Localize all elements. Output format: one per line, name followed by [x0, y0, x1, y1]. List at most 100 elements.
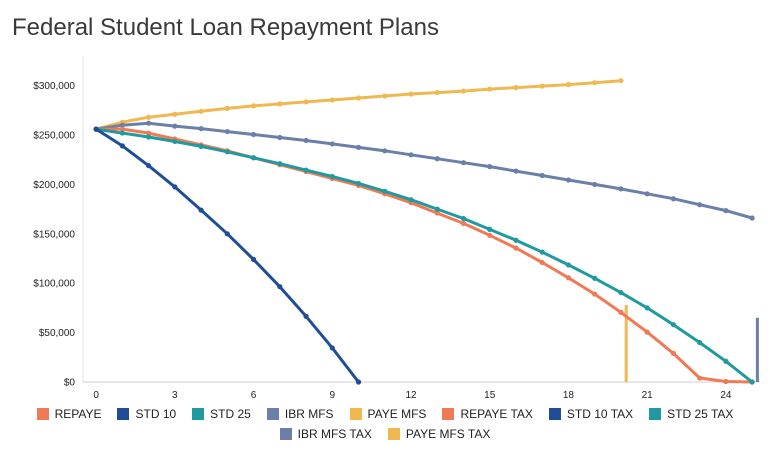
point-paye-mfs [224, 105, 230, 111]
legend-swatch [266, 408, 279, 420]
legend-item-paye-mfs-tax: PAYE MFS TAX [387, 427, 490, 441]
y-tick-label: $0 [64, 378, 76, 389]
point-repaye [618, 309, 624, 315]
point-paye-mfs [146, 114, 152, 120]
point-std-10 [172, 184, 178, 190]
line-chart: $0 $50,000 $100,000 $150,000 $200,000 $250,00… [33, 56, 760, 400]
point-std-25 [355, 180, 362, 187]
legend-label: IBR MFS TAX [297, 427, 372, 441]
point-std-25 [460, 215, 467, 222]
line-repaye [94, 127, 754, 384]
y-tick-label: $50,000 [39, 328, 76, 339]
point-std-25 [434, 206, 440, 212]
line-std-10 [94, 127, 360, 384]
point-repaye [487, 232, 493, 238]
point-std-25 [592, 275, 598, 281]
point-paye-mfs [592, 80, 598, 86]
point-std-25 [565, 262, 572, 268]
legend-label: IBR MFS [284, 407, 334, 421]
series-std-25 [93, 126, 755, 385]
point-std-25 [277, 161, 283, 167]
point-ibr-mfs [198, 126, 204, 132]
bar-paye-mfs-tax [624, 304, 628, 382]
legend-swatch [279, 428, 292, 440]
legend-swatch [548, 408, 561, 420]
point-repaye [539, 259, 545, 266]
point-std-25 [513, 237, 519, 243]
x-tick-label: 18 [563, 390, 575, 400]
legend-label: STD 10 [135, 407, 177, 421]
legend-item-ibr-mfs-tax: IBR MFS TAX [279, 427, 372, 441]
point-ibr-mfs [487, 164, 493, 170]
y-tick-label: $100,000 [33, 279, 75, 290]
point-paye-mfs [303, 99, 309, 105]
chart-axes: $0 $50,000 $100,000 $150,000 $200,000 $250,00… [33, 56, 760, 400]
point-ibr-mfs [460, 160, 467, 166]
legend-label: STD 25 TAX [667, 407, 734, 421]
point-ibr-mfs [592, 181, 598, 188]
legend-swatch [192, 408, 205, 420]
point-repaye [146, 130, 152, 136]
point-std-10 [303, 313, 309, 319]
point-paye-mfs [434, 89, 440, 96]
legend-label: REPAYE TAX [460, 407, 533, 421]
legend-label: STD 10 TAX [566, 407, 634, 421]
point-std-25 [670, 322, 677, 328]
x-tick-label: 6 [251, 390, 257, 400]
legend-item-repaye: REPAYE [36, 407, 101, 421]
legend-swatch [117, 408, 130, 420]
point-paye-mfs [487, 86, 493, 92]
point-paye-mfs [382, 93, 388, 99]
point-std-25 [198, 143, 204, 149]
legend-swatch [649, 408, 662, 420]
point-std-10 [146, 163, 152, 169]
legend-item-ibr-mfs: IBR MFS [266, 407, 334, 421]
chart-legend: REPAYE STD 10 STD 25 IBR MFS PAYE MFS REPAYE … [0, 404, 770, 444]
point-std-25 [487, 226, 493, 232]
legend-swatch [349, 408, 362, 420]
legend-item-repaye-tax: REPAYE TAX [442, 407, 533, 421]
point-std-25 [618, 289, 624, 296]
point-std-25 [146, 134, 152, 140]
chart-title: Federal Student Loan Repayment Plans [12, 14, 439, 41]
y-tick-label: $250,000 [33, 131, 75, 142]
legend-item-std-10: STD 10 [117, 407, 176, 421]
point-std-25 [250, 155, 257, 161]
y-tick-label: $300,000 [33, 81, 75, 92]
chart-series [93, 78, 755, 385]
x-tick-label: 15 [484, 390, 496, 400]
line-std-25 [94, 127, 754, 384]
line-ibr-mfs [94, 121, 754, 220]
point-ibr-mfs [434, 156, 440, 162]
legend-label: STD 25 [210, 407, 251, 421]
legend-row: REPAYE STD 10 STD 25 IBR MFS PAYE MFS REPAYE … [0, 404, 770, 424]
point-paye-mfs [565, 82, 572, 88]
tax-bars [624, 304, 759, 382]
series-paye-mfs [93, 78, 624, 132]
x-tick-label: 24 [720, 390, 732, 400]
legend-swatch [442, 408, 455, 420]
point-ibr-mfs [539, 172, 545, 179]
point-ibr-mfs [644, 191, 650, 197]
x-tick-label: 0 [93, 390, 99, 400]
point-repaye [723, 378, 729, 385]
point-std-25 [697, 339, 703, 346]
point-repaye [565, 275, 572, 281]
point-std-25 [408, 197, 414, 203]
point-std-10 [224, 231, 230, 237]
point-ibr-mfs [382, 148, 388, 154]
point-ibr-mfs [172, 123, 178, 129]
legend-label: PAYE MFS [367, 407, 427, 421]
point-ibr-mfs [119, 122, 125, 128]
point-repaye [119, 126, 125, 132]
point-std-25 [723, 358, 729, 364]
point-paye-mfs [355, 95, 362, 101]
point-std-25 [224, 149, 230, 155]
point-std-25 [644, 305, 650, 311]
point-ibr-mfs [408, 152, 414, 158]
point-ibr-mfs [146, 120, 152, 126]
point-repaye [513, 245, 519, 251]
point-std-10 [93, 126, 99, 132]
point-std-10 [277, 284, 283, 290]
point-paye-mfs [172, 111, 178, 117]
